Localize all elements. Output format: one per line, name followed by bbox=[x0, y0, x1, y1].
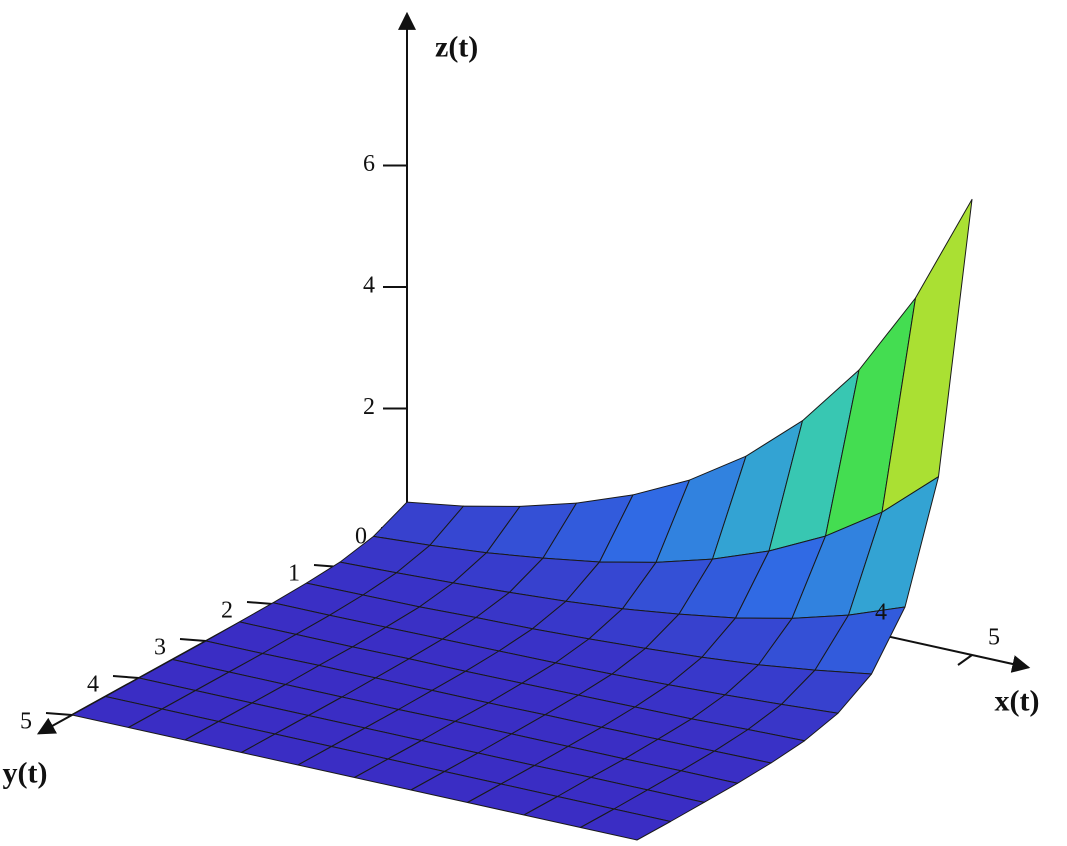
z-axis-label: z(t) bbox=[435, 31, 478, 64]
x-tick-label: 4 bbox=[875, 600, 887, 626]
y-tick bbox=[246, 601, 274, 605]
labels: 2 4 6 0 1 2 3 4 5 4 5 z(t) x(t) y(t) bbox=[3, 31, 1040, 790]
x-tick-label: 5 bbox=[988, 625, 1000, 651]
x-axis-label: x(t) bbox=[995, 684, 1040, 717]
surface bbox=[71, 198, 973, 841]
z-tick-label: 2 bbox=[363, 394, 375, 420]
y-tick bbox=[45, 712, 73, 716]
surface-cell bbox=[580, 808, 671, 841]
y-tick-label: 3 bbox=[154, 635, 166, 661]
y-tick bbox=[179, 638, 207, 642]
y-tick-label: 0 bbox=[355, 524, 367, 550]
y-tick-label: 1 bbox=[288, 561, 300, 587]
y-tick-label: 2 bbox=[221, 598, 233, 624]
y-tick bbox=[112, 675, 140, 679]
z-tick-label: 6 bbox=[363, 151, 375, 177]
z-tick-label: 4 bbox=[363, 273, 375, 299]
y-tick-label: 5 bbox=[20, 709, 32, 735]
y-tick-label: 4 bbox=[87, 672, 99, 698]
x-tick bbox=[957, 654, 973, 666]
y-axis-label: y(t) bbox=[3, 756, 48, 789]
